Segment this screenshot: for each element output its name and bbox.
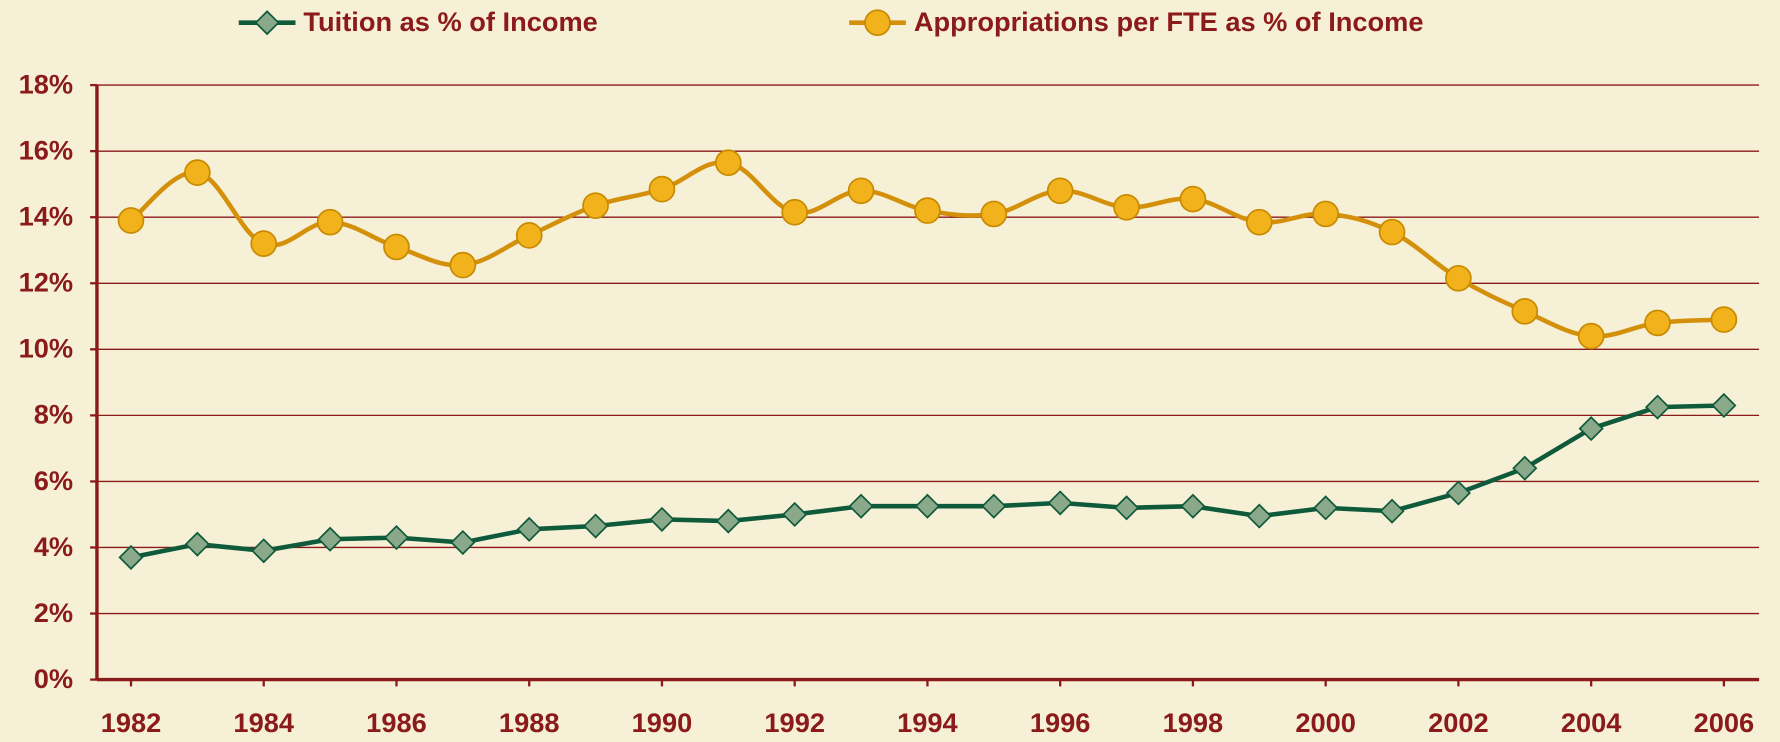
data-point xyxy=(383,233,410,261)
legend-marker xyxy=(254,10,280,36)
data-point xyxy=(1313,495,1339,521)
x-tick-label: 2004 xyxy=(1561,707,1622,738)
data-point xyxy=(782,501,808,528)
data-point xyxy=(1114,495,1140,521)
legend-marker xyxy=(864,9,891,37)
x-tick-label: 1986 xyxy=(366,707,427,738)
data-point xyxy=(1379,498,1405,524)
data-point xyxy=(1710,306,1738,333)
x-tick-label: 2006 xyxy=(1694,707,1755,738)
data-point xyxy=(848,493,874,519)
y-tick-label: 4% xyxy=(34,531,73,562)
data-point xyxy=(649,506,675,532)
legend-label: Tuition as % of Income xyxy=(303,6,597,37)
data-point xyxy=(847,177,875,205)
x-tick-label: 1996 xyxy=(1030,707,1091,738)
x-tick-label: 2000 xyxy=(1295,707,1356,738)
data-point xyxy=(980,200,1008,228)
x-tick-label: 1992 xyxy=(764,707,825,738)
data-point xyxy=(1046,177,1074,205)
data-point xyxy=(449,251,477,279)
data-point xyxy=(1179,185,1207,213)
data-point xyxy=(583,513,609,539)
x-tick-label: 1984 xyxy=(233,707,294,738)
x-tick-label: 1988 xyxy=(499,707,560,738)
data-point xyxy=(1445,480,1471,506)
data-point xyxy=(914,493,940,519)
data-point xyxy=(1246,503,1272,529)
data-point xyxy=(1644,394,1671,420)
data-point xyxy=(1312,200,1340,228)
data-point xyxy=(250,230,278,257)
y-tick-label: 16% xyxy=(19,134,73,165)
data-point xyxy=(515,222,543,249)
data-point xyxy=(1512,455,1538,481)
x-tick-label: 1982 xyxy=(101,707,162,738)
data-point xyxy=(1711,392,1737,419)
x-tick-label: 2002 xyxy=(1428,707,1489,738)
data-point xyxy=(118,544,144,570)
y-tick-label: 0% xyxy=(34,663,73,694)
data-point xyxy=(1245,208,1273,236)
data-point xyxy=(117,207,145,234)
series-line xyxy=(129,159,1725,339)
data-point xyxy=(450,529,476,556)
data-point xyxy=(1445,264,1472,292)
x-tick-label: 1994 xyxy=(897,707,958,738)
y-tick-label: 2% xyxy=(34,597,73,628)
y-tick-label: 14% xyxy=(19,201,73,232)
data-point xyxy=(184,531,210,557)
data-point xyxy=(184,159,211,186)
y-tick-label: 18% xyxy=(19,68,73,99)
data-point xyxy=(1378,218,1406,246)
data-point xyxy=(316,208,344,236)
data-point xyxy=(715,508,741,534)
data-point xyxy=(781,198,809,226)
data-point xyxy=(1578,416,1604,442)
data-point xyxy=(714,149,742,177)
y-tick-label: 12% xyxy=(19,267,73,298)
y-tick-label: 8% xyxy=(34,399,73,430)
y-tick-label: 10% xyxy=(19,333,73,364)
data-point xyxy=(1180,493,1206,519)
data-point xyxy=(981,493,1007,519)
data-point xyxy=(582,192,609,219)
data-point xyxy=(1047,490,1073,516)
x-tick-label: 1998 xyxy=(1163,707,1224,738)
data-point xyxy=(317,526,343,552)
data-point xyxy=(648,175,676,203)
data-point xyxy=(1644,309,1671,337)
data-point xyxy=(1113,193,1140,221)
data-point xyxy=(914,197,941,224)
data-point xyxy=(383,525,410,551)
x-tick-label: 1990 xyxy=(632,707,693,738)
y-tick-label: 6% xyxy=(34,465,73,496)
data-point xyxy=(251,538,277,564)
data-point xyxy=(1511,298,1539,325)
legend-label: Appropriations per FTE as % of Income xyxy=(914,6,1424,37)
data-point xyxy=(516,516,542,542)
data-point xyxy=(1577,322,1605,350)
